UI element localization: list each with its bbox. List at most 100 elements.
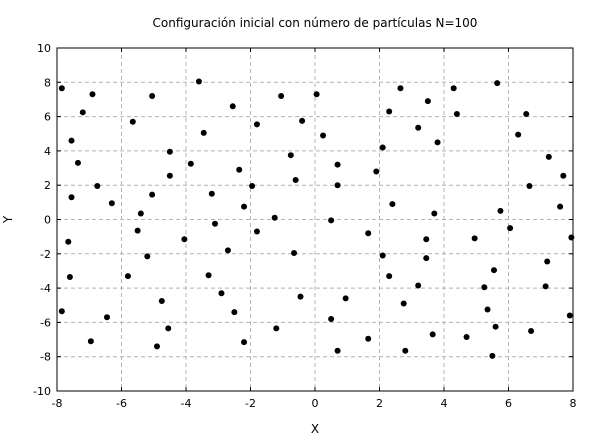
data-point: [58, 308, 65, 315]
x-tick-label: 2: [376, 397, 383, 410]
data-point: [566, 312, 573, 319]
data-point: [166, 148, 173, 155]
data-point: [87, 338, 94, 345]
data-point: [187, 160, 194, 167]
x-tick-label: 6: [505, 397, 512, 410]
data-point: [365, 230, 372, 237]
data-point: [195, 78, 202, 85]
data-point: [397, 85, 404, 92]
data-point: [463, 333, 470, 340]
data-point: [492, 323, 499, 330]
data-point: [212, 220, 219, 227]
data-point: [79, 109, 86, 116]
data-point: [181, 236, 188, 243]
data-point: [334, 347, 341, 354]
data-point: [450, 85, 457, 92]
x-tick-labels: -8 -6 -4 -2 0 2 4 6 8: [52, 397, 577, 410]
data-point: [515, 131, 522, 138]
data-point: [166, 172, 173, 179]
data-point: [557, 203, 564, 210]
data-point: [423, 255, 430, 262]
data-point: [74, 159, 81, 166]
y-tick-label: -8: [40, 351, 51, 364]
data-point: [523, 111, 530, 118]
data-point: [278, 93, 285, 100]
data-point: [134, 227, 141, 234]
grid-lines: [57, 48, 573, 391]
data-point: [224, 247, 231, 254]
y-tick-label: 10: [37, 42, 51, 55]
data-point: [489, 352, 496, 359]
data-point: [297, 293, 304, 300]
data-point: [236, 166, 243, 173]
data-point: [334, 161, 341, 168]
y-tick-label: 2: [44, 179, 51, 192]
data-point: [386, 273, 393, 280]
data-point: [484, 306, 491, 313]
data-point: [328, 315, 335, 322]
data-point: [66, 273, 73, 280]
data-point: [389, 201, 396, 208]
data-point: [68, 194, 75, 201]
data-point: [144, 253, 151, 260]
x-tick-label: 8: [570, 397, 577, 410]
data-point: [208, 190, 215, 197]
data-point: [568, 234, 575, 241]
x-tick-label: 0: [312, 397, 319, 410]
data-point: [545, 153, 552, 160]
data-point: [528, 327, 535, 334]
data-point: [544, 258, 551, 265]
data-point: [158, 297, 165, 304]
data-point: [334, 182, 341, 189]
data-point: [253, 121, 260, 128]
data-point: [471, 235, 478, 242]
data-point: [453, 111, 460, 118]
data-point: [287, 152, 294, 159]
data-point: [218, 290, 225, 297]
data-point: [241, 339, 248, 346]
data-point: [271, 214, 278, 221]
data-point: [292, 177, 299, 184]
data-point: [253, 228, 260, 235]
data-point: [415, 282, 422, 289]
y-tick-label: 0: [44, 214, 51, 227]
data-point: [365, 335, 372, 342]
data-point: [149, 93, 156, 100]
data-point: [423, 236, 430, 243]
data-point: [415, 124, 422, 131]
data-point: [328, 217, 335, 224]
data-point: [542, 283, 549, 290]
y-tick-label: 6: [44, 111, 51, 124]
data-point: [434, 139, 441, 146]
data-point: [94, 183, 101, 190]
data-point: [108, 200, 115, 207]
data-point: [68, 137, 75, 144]
data-point: [205, 272, 212, 279]
data-point: [291, 249, 298, 256]
y-tick-labels: -10 -8 -6 -4 -2 0 2 4 6 8 10: [33, 42, 51, 398]
x-tick-label: -2: [245, 397, 256, 410]
data-point: [497, 207, 504, 214]
y-tick-label: 8: [44, 76, 51, 89]
data-point: [231, 309, 238, 316]
y-axis-label: Y: [1, 215, 15, 224]
data-point: [124, 273, 131, 280]
data-point: [89, 91, 96, 98]
data-point: [320, 132, 327, 139]
data-point: [379, 252, 386, 259]
data-point: [494, 80, 501, 87]
y-tick-label: -6: [40, 316, 51, 329]
data-point: [526, 183, 533, 190]
x-tick-label: 4: [441, 397, 448, 410]
data-point: [402, 347, 409, 354]
data-point: [424, 98, 431, 105]
data-point: [431, 210, 438, 217]
data-point: [229, 103, 236, 110]
data-point: [249, 183, 256, 190]
data-point: [481, 284, 488, 291]
axis-ticks: [56, 47, 574, 392]
x-tick-label: -4: [181, 397, 192, 410]
data-point: [490, 267, 497, 274]
x-tick-label: -6: [116, 397, 127, 410]
